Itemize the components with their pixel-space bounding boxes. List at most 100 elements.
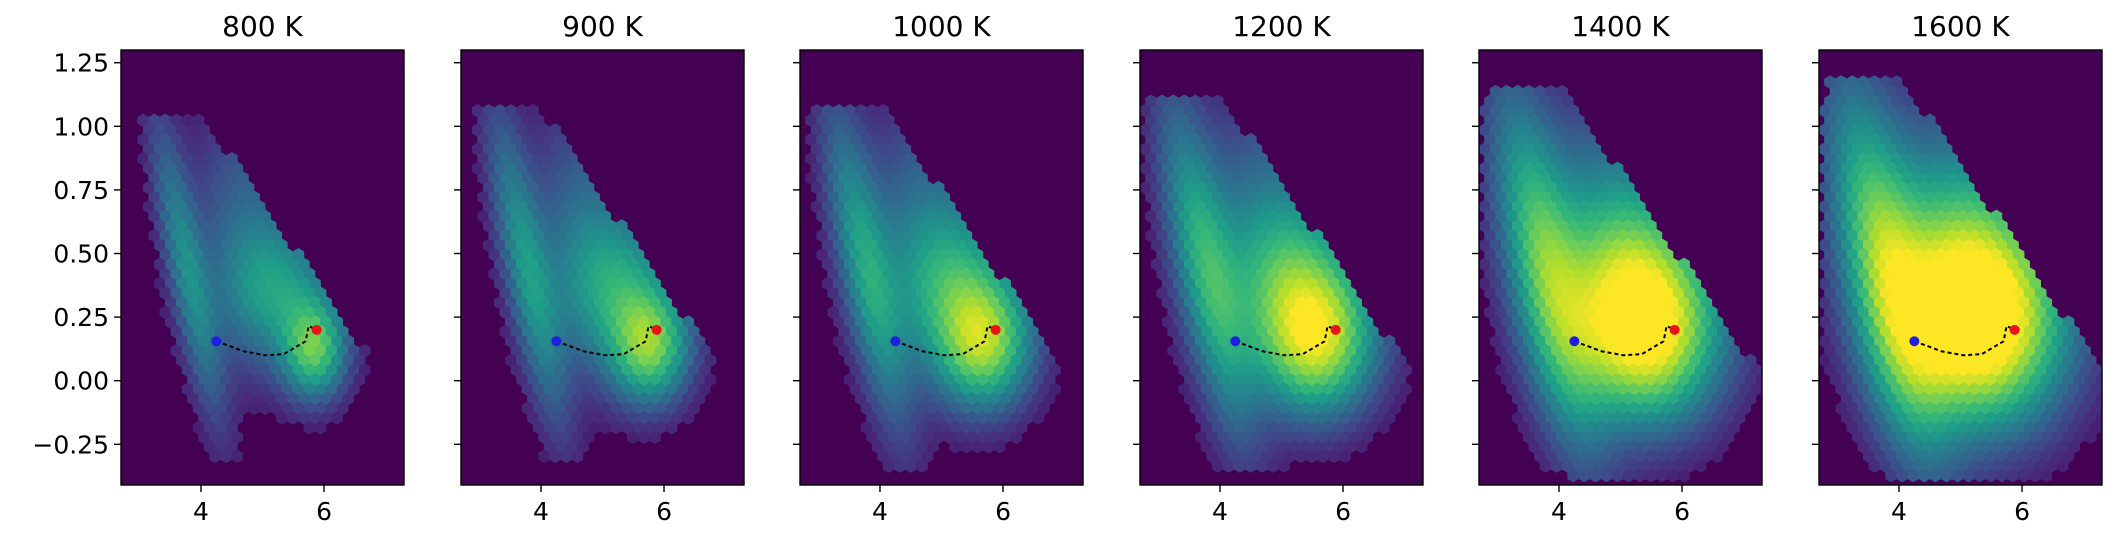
panel-title: 900 K xyxy=(562,10,643,43)
hexbin-cell xyxy=(560,449,573,464)
start-point xyxy=(1230,336,1241,347)
y-tick-label: 0.75 xyxy=(53,176,109,205)
x-tick-label: 4 xyxy=(1891,497,1907,526)
hexbin-cell xyxy=(682,411,695,425)
end-point xyxy=(1669,324,1680,335)
hexbin-cell xyxy=(248,401,260,416)
hexbin-cell xyxy=(1622,468,1635,483)
panel-title: 1600 K xyxy=(1911,10,2010,43)
x-tick-label: 4 xyxy=(193,497,209,526)
hexbin-cell xyxy=(2084,430,2097,444)
hexbin-cell xyxy=(1868,459,1881,473)
x-tick-label: 6 xyxy=(1335,497,1351,526)
hexbin-density xyxy=(805,104,1061,473)
hexbin-cell xyxy=(1355,440,1368,454)
hexbin-cell xyxy=(1896,468,1908,483)
axes-frame xyxy=(120,49,405,486)
end-point xyxy=(1330,324,1341,335)
hexbin-cell xyxy=(209,449,222,464)
panel-title: 1000 K xyxy=(892,10,991,43)
hexbin-cell xyxy=(331,411,344,425)
hexbin-cell xyxy=(2018,468,2030,483)
start-point xyxy=(1569,336,1580,347)
x-tick-label: 6 xyxy=(995,497,1011,526)
start-point xyxy=(890,336,901,347)
hexbin-cell xyxy=(993,440,1006,454)
x-tick-label: 4 xyxy=(1551,497,1567,526)
hexbin-cell xyxy=(1611,468,1624,483)
y-tick-label: 0.50 xyxy=(53,240,109,269)
axes-frame xyxy=(1818,49,2103,486)
hexbin-cell xyxy=(2007,468,2019,483)
hexbin-cell xyxy=(1885,468,1897,483)
hexbin-cell xyxy=(916,459,928,473)
hexbin-cell xyxy=(1256,459,1268,473)
y-tick-label: 0.00 xyxy=(53,367,109,396)
hexbin-cell xyxy=(1918,468,1931,483)
hexbin-cell xyxy=(1211,459,1224,473)
panel-title: 1400 K xyxy=(1571,10,1670,43)
hexbin-cell xyxy=(1278,459,1290,473)
hexbin-cell xyxy=(610,420,623,435)
transition-path xyxy=(895,324,997,357)
hexbin-cell xyxy=(1940,468,1953,483)
hexbin-cell xyxy=(1378,420,1390,435)
hexbin-cell xyxy=(626,430,639,444)
panel-4: 1200 K 4 6 xyxy=(1133,10,1424,526)
x-tick-label: 6 xyxy=(2014,497,2030,526)
hexbin-cell xyxy=(1032,411,1045,425)
hexbin-cell xyxy=(1996,468,2008,483)
hexbin-cell xyxy=(1589,468,1602,483)
y-tick-label: 0.25 xyxy=(53,303,109,332)
hexbin-cell xyxy=(1306,449,1318,464)
transition-path xyxy=(1914,324,2016,357)
hexbin-cell xyxy=(275,411,288,425)
hexbin-cell xyxy=(893,459,906,473)
hexbin-density xyxy=(471,104,717,464)
hexbin-cell xyxy=(220,449,233,464)
axes-frame xyxy=(1478,49,1763,486)
hexbin-cell xyxy=(259,401,271,416)
hexbin-cell xyxy=(1567,468,1580,483)
hexbin-cell xyxy=(571,449,584,464)
hexbin-density xyxy=(1140,94,1412,473)
panel-1: 800 K 4 6 1.25 1.00 0.75 0.50 0.25 0.00 −0.25 xyxy=(32,10,405,526)
hexbin-cell xyxy=(1339,449,1351,464)
hexbin-cell xyxy=(1656,468,1668,483)
hexbin-cell xyxy=(1294,449,1307,464)
hexbin-cell xyxy=(286,411,299,425)
x-tick-label: 4 xyxy=(1212,497,1228,526)
hexbin-cell xyxy=(303,420,316,435)
hexbin-cell xyxy=(649,430,661,444)
hexbin-cell xyxy=(1962,468,1975,483)
hexbin-cell xyxy=(1233,459,1246,473)
hexbin-density xyxy=(1479,84,1762,483)
y-tick-label: 1.00 xyxy=(53,112,109,141)
hexbin-cell xyxy=(665,420,678,435)
hexbin-cell xyxy=(549,449,562,464)
hexbin-cell xyxy=(538,449,551,464)
hexbin-cell xyxy=(1907,468,1920,483)
hexbin-cell xyxy=(1245,459,1257,473)
axes-frame xyxy=(460,49,745,486)
x-tick-label: 6 xyxy=(656,497,672,526)
axes-frame xyxy=(1139,49,1424,486)
panel-3: 1000 K 4 6 xyxy=(793,10,1084,526)
hexbin-cell xyxy=(1600,468,1613,483)
hexbin-cell xyxy=(1973,468,1986,483)
end-point xyxy=(990,324,1001,335)
transition-path xyxy=(1235,324,1337,357)
hexbin-cell xyxy=(1317,449,1329,464)
panel-2: 900 K 4 6 xyxy=(454,10,745,526)
hexbin-cell xyxy=(1951,468,1964,483)
hexbin-cell xyxy=(904,459,917,473)
transition-path xyxy=(216,324,318,357)
hexbin-cell xyxy=(2029,468,2041,483)
transition-path xyxy=(1574,324,1676,357)
end-point xyxy=(651,324,662,335)
hexbin-cell xyxy=(314,420,327,435)
start-point xyxy=(551,336,562,347)
hexbin-cell xyxy=(1010,430,1023,444)
hexbin-cell xyxy=(2101,404,2102,413)
